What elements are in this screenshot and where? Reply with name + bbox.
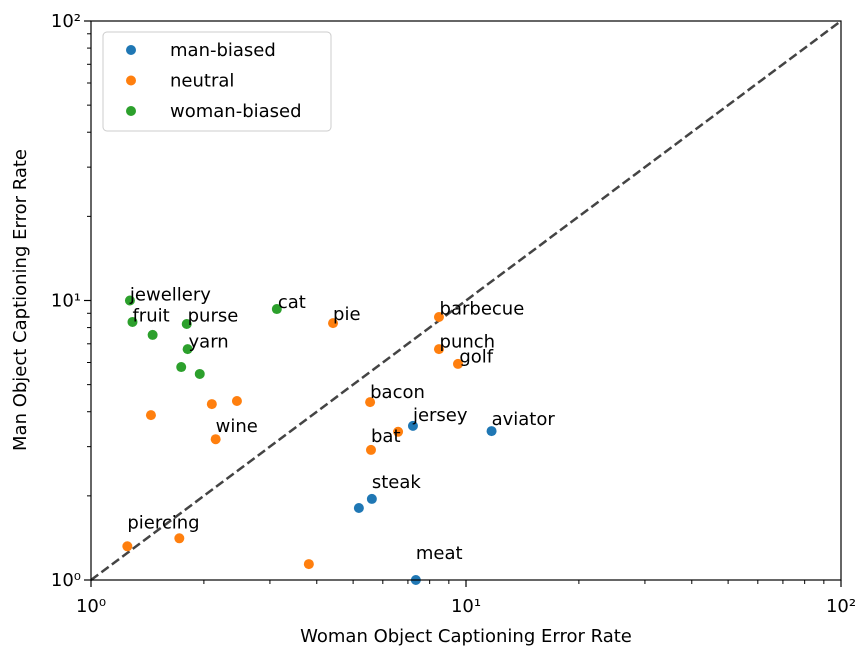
point [353, 502, 364, 513]
annotation: jersey [412, 405, 468, 426]
point [127, 316, 138, 327]
legend-label: neutral [170, 71, 234, 92]
point [194, 368, 205, 379]
point [176, 362, 187, 373]
annotation: jewellery [129, 285, 211, 306]
annotation: meat [416, 543, 463, 564]
point [124, 295, 135, 306]
point [366, 493, 377, 504]
legend-label: woman-biased [170, 101, 302, 122]
y-tick-label: 10² [51, 11, 81, 32]
legend-marker [126, 106, 136, 116]
annotation: bat [371, 426, 401, 447]
legend-label: man-biased [170, 40, 276, 61]
point [231, 395, 242, 406]
plot-frame [90, 20, 842, 581]
point [365, 444, 376, 455]
legend-marker [126, 45, 136, 55]
annotation: yarn [189, 331, 229, 352]
legend-marker [126, 75, 136, 86]
annotation: steak [372, 472, 422, 493]
point [303, 559, 314, 570]
point [365, 397, 376, 408]
point [181, 318, 192, 329]
point [433, 344, 444, 355]
annotation: cat [278, 292, 306, 313]
annotation: golf [459, 347, 493, 368]
point [174, 533, 185, 544]
annotation: punch [440, 331, 496, 352]
y-tick-label: 10¹ [51, 291, 81, 312]
annotation: barbecue [440, 299, 525, 320]
point [486, 426, 497, 437]
x-tick-label: 10⁰ [76, 596, 106, 617]
point [433, 311, 444, 322]
point [452, 358, 463, 369]
point [271, 304, 282, 315]
point [122, 541, 133, 552]
point [407, 420, 418, 431]
annotation: wine [216, 416, 258, 437]
point [210, 434, 221, 445]
annotation: bacon [370, 382, 425, 403]
y-tick-label: 10⁰ [51, 570, 81, 591]
legend-box [102, 31, 332, 132]
point [206, 399, 217, 410]
point [393, 426, 404, 437]
x-tick-label: 10¹ [451, 596, 481, 617]
point [328, 318, 339, 329]
point [145, 410, 156, 421]
point [147, 329, 158, 340]
y-axis-label: Man Object Captioning Error Rate [10, 149, 31, 451]
x-axis-label: Woman Object Captioning Error Rate [300, 626, 632, 647]
point [182, 344, 193, 355]
annotation: purse [188, 306, 239, 327]
x-tick-label: 10² [826, 596, 856, 617]
annotation: aviator [492, 409, 556, 430]
annotation: fruit [132, 306, 169, 327]
annotation: pie [333, 304, 361, 325]
annotation: piercing [127, 512, 199, 533]
